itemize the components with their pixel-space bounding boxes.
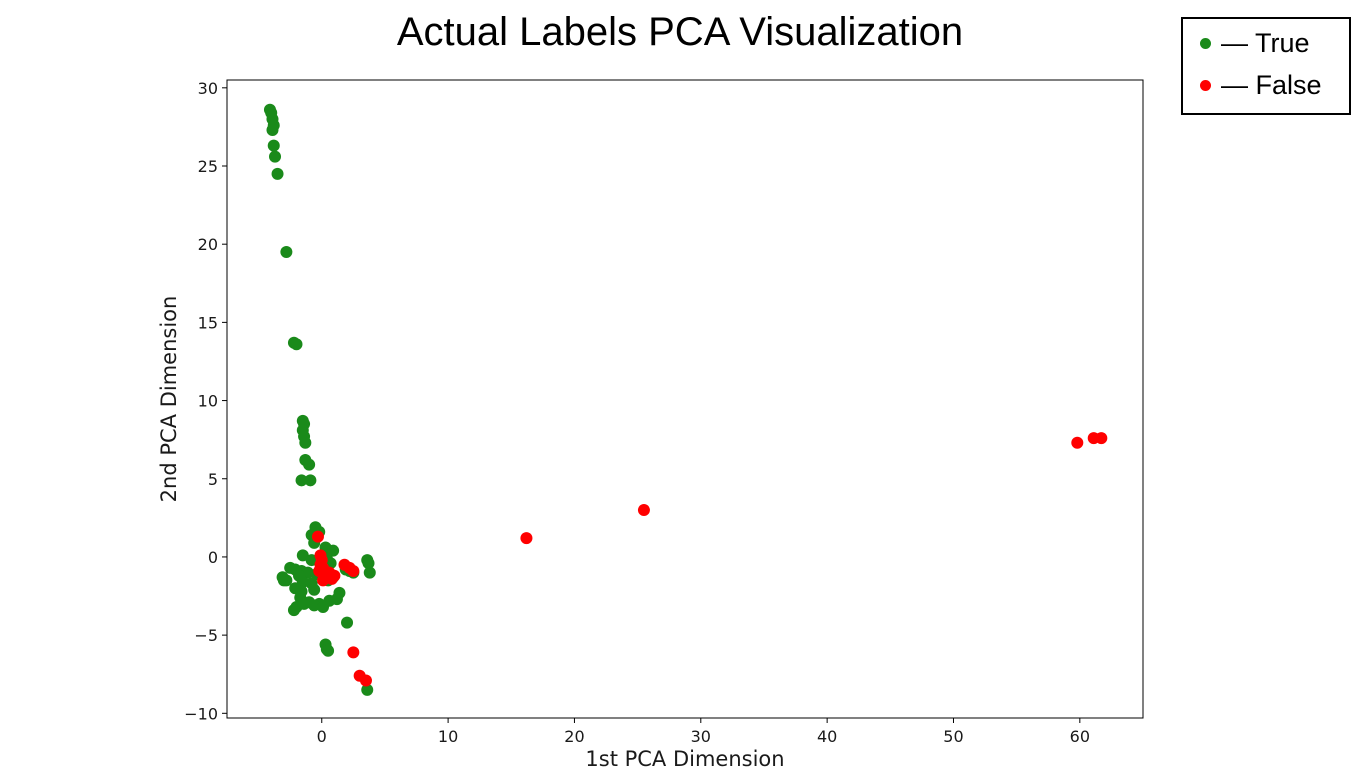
data-point-true (362, 557, 375, 570)
data-point-true (308, 599, 321, 612)
y-axis-label: 2nd PCA Dimension (157, 296, 181, 503)
x-tick-label: 20 (564, 727, 584, 746)
plot-frame (226, 79, 1144, 719)
data-point-true (280, 246, 293, 259)
data-point-true (298, 597, 311, 610)
data-point-true (290, 338, 303, 351)
y-tick-label: 15 (198, 313, 218, 332)
data-point-true (296, 549, 309, 562)
data-point-true (266, 124, 279, 137)
y-tick-label: 25 (198, 157, 218, 176)
series-true (263, 103, 376, 696)
data-point-false (311, 530, 324, 543)
data-point-true (305, 554, 318, 567)
y-tick-label: 0 (208, 548, 218, 567)
series-false (311, 432, 1108, 687)
data-point-false (1095, 432, 1108, 445)
y-tick-label: 5 (208, 470, 218, 489)
y-tick-label: −10 (184, 704, 218, 723)
data-point-true (361, 683, 374, 696)
data-point-true (277, 574, 290, 587)
data-point-false (359, 674, 372, 687)
data-point-false (347, 646, 360, 659)
data-point-true (287, 604, 300, 617)
x-tick-label: 30 (691, 727, 711, 746)
data-point-true (333, 586, 346, 599)
x-tick-label: 40 (817, 727, 837, 746)
chart-title: Actual Labels PCA Visualization (396, 10, 964, 54)
data-point-false (520, 532, 533, 545)
red-dot-icon (1200, 79, 1211, 91)
data-point-true (304, 474, 317, 487)
legend-label-true: — True (1221, 27, 1310, 58)
data-point-true (299, 436, 312, 449)
x-axis-label: 1st PCA Dimension (585, 747, 784, 771)
data-point-true (269, 150, 282, 163)
x-tick-label: 0 (317, 727, 327, 746)
data-point-false (637, 504, 650, 517)
y-tick-label: −5 (194, 626, 218, 645)
y-tick-label: 10 (198, 392, 218, 411)
data-point-false (1071, 436, 1084, 449)
data-point-false (347, 565, 360, 578)
data-point-true (317, 600, 330, 613)
data-point-true (303, 458, 316, 471)
data-point-true (308, 583, 321, 596)
y-tick-label: 30 (198, 79, 218, 98)
data-point-true (322, 644, 335, 657)
data-point-false (328, 569, 341, 582)
legend-label-false: — False (1221, 69, 1322, 100)
data-point-true (341, 616, 354, 629)
green-dot-icon (1200, 37, 1211, 49)
x-tick-label: 50 (943, 727, 963, 746)
data-point-true (271, 167, 284, 180)
ticks-layer: 0 10 20 30 40 50 60 −10 −5 0 5 10 15 20 25 30 (184, 79, 1090, 746)
data-point-true (267, 139, 280, 152)
legend: — True — False (1181, 17, 1351, 115)
data-point-true (363, 566, 376, 579)
x-tick-label: 60 (1070, 727, 1090, 746)
y-tick-label: 20 (198, 235, 218, 254)
data-point-true (295, 474, 308, 487)
legend-item-false: — False (1200, 70, 1322, 100)
points-layer (263, 103, 1108, 696)
x-tick-label: 10 (438, 727, 458, 746)
legend-item-true: — True (1200, 28, 1310, 58)
